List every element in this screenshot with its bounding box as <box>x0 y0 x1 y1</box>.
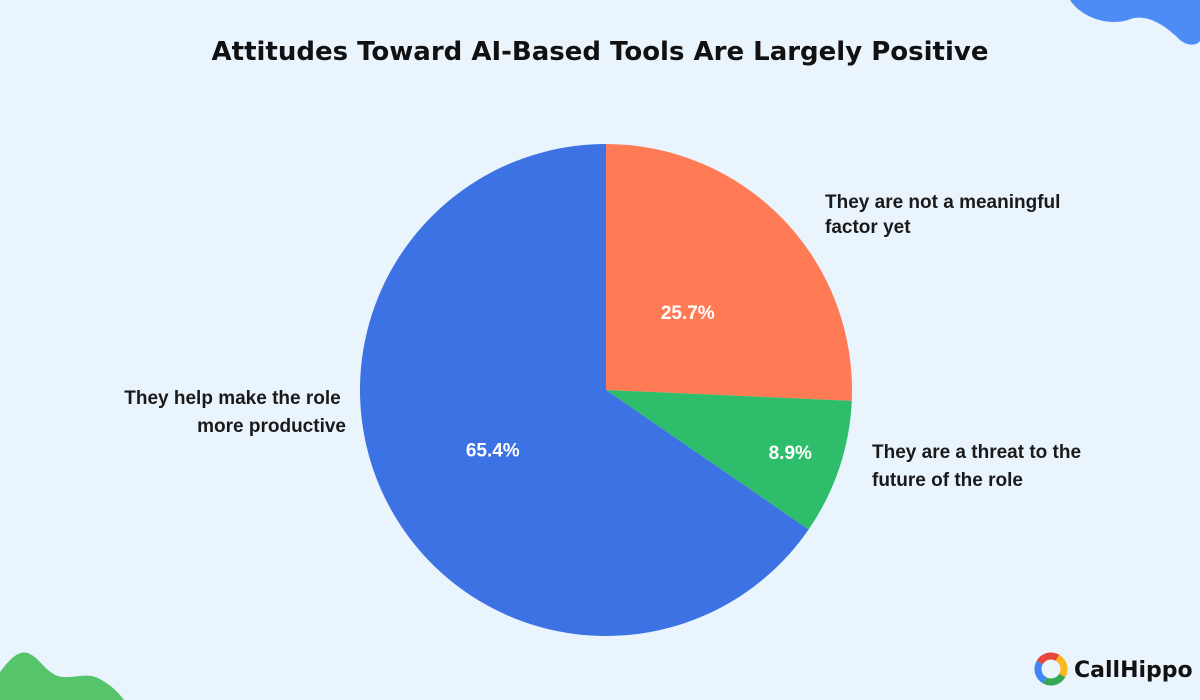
brand-logo: CallHippo <box>1034 652 1193 686</box>
logo-ring-segment <box>1036 652 1060 665</box>
pie-slice-productive <box>359 144 809 636</box>
brand-name: CallHippo <box>1074 658 1193 683</box>
pie-value-label-threat: 8.9% <box>769 443 812 464</box>
logo-ring-segment <box>1042 673 1066 686</box>
pie-slices <box>359 144 852 636</box>
decorative-blob-top-right <box>1070 0 1200 45</box>
logo-ring-segment <box>1034 660 1047 684</box>
category-label-threat: They are a threat to the future of the r… <box>872 442 1086 491</box>
logo-ring-segment <box>1055 654 1068 678</box>
category-label-productive: They help make the role more productive <box>124 388 346 437</box>
pie-value-label-not-meaningful: 25.7% <box>661 303 715 324</box>
category-label-not-meaningful: They are not a meaningful factor yet <box>825 192 1066 238</box>
decorative-blob-bottom-left <box>0 652 124 700</box>
pie-value-label-productive: 65.4% <box>466 441 520 462</box>
chart-title: Attitudes Toward AI-Based Tools Are Larg… <box>212 37 989 67</box>
pie-value-labels: 25.7% 8.9% 65.4% <box>466 303 812 464</box>
pie-slice-not-meaningful <box>606 144 852 401</box>
callhippo-logo-icon <box>1034 652 1068 686</box>
pie-slice-threat <box>606 390 852 530</box>
